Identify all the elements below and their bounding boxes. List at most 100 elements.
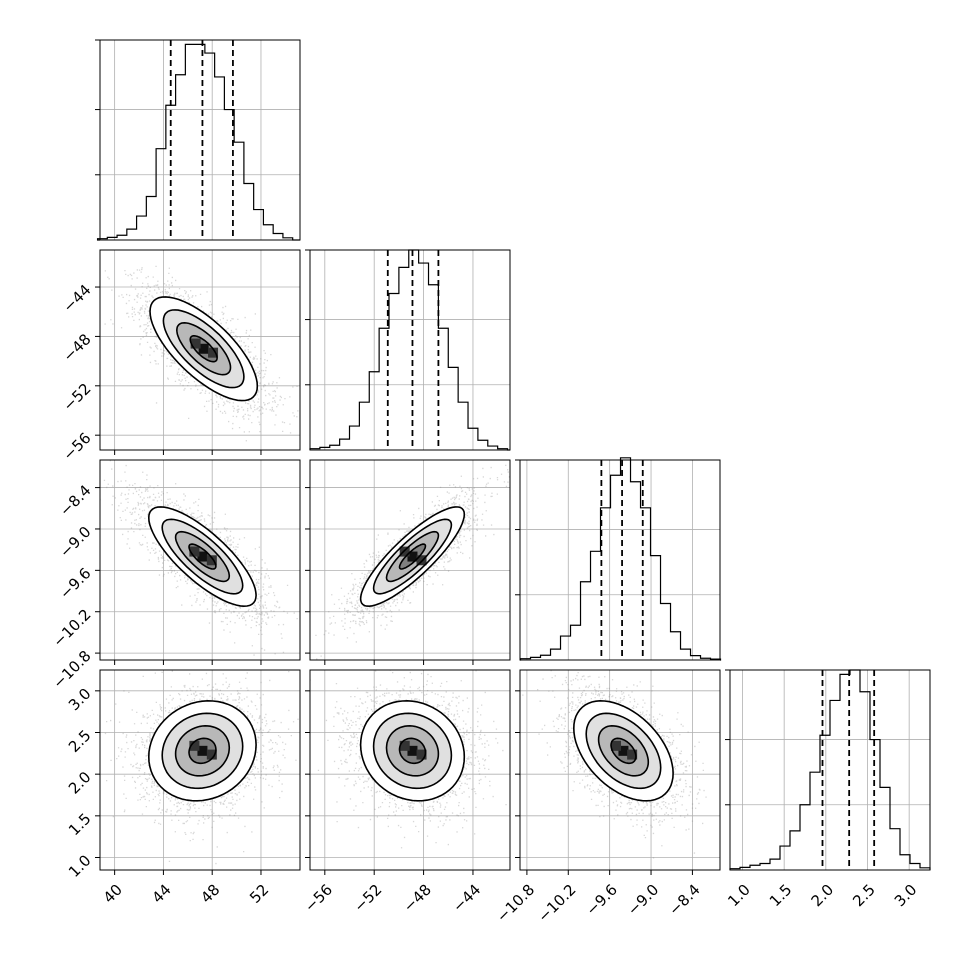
x-tick-label: 52 bbox=[246, 881, 272, 907]
x-tick-label: −10.8 bbox=[493, 881, 538, 926]
axes-frame bbox=[309, 249, 511, 451]
y-tick-label: −9.0 bbox=[56, 523, 94, 561]
contour-line bbox=[359, 506, 466, 608]
contour-line bbox=[372, 518, 453, 595]
contour-line bbox=[398, 737, 427, 765]
hist-step-2 bbox=[519, 457, 722, 661]
density-peak bbox=[208, 347, 219, 358]
hist-panel-0 bbox=[95, 39, 301, 241]
contour-line bbox=[385, 530, 440, 583]
pair-panel-3-0 bbox=[95, 669, 301, 875]
density-peak bbox=[407, 745, 418, 756]
contour-line bbox=[174, 724, 231, 777]
x-tick-label: 1.5 bbox=[766, 881, 796, 911]
density-peak bbox=[206, 555, 217, 566]
hist-step-3 bbox=[729, 669, 931, 870]
pair-panel-2-1 bbox=[305, 459, 511, 665]
density-peak bbox=[618, 745, 629, 756]
y-tick-label: 3.0 bbox=[65, 685, 95, 715]
scatter-points bbox=[100, 460, 298, 656]
density-peak bbox=[627, 749, 638, 760]
x-tick-label: −44 bbox=[449, 881, 484, 916]
contour-line bbox=[188, 737, 217, 765]
density-peak bbox=[611, 740, 621, 751]
contour-line bbox=[162, 309, 245, 389]
axes-frame bbox=[309, 669, 511, 871]
pair-panel-3-1 bbox=[305, 669, 511, 875]
x-tick-label: 3.0 bbox=[891, 881, 921, 911]
contour-line bbox=[147, 699, 257, 802]
axes-frame bbox=[519, 459, 721, 661]
x-tick-label: 40 bbox=[100, 881, 126, 907]
contour-line bbox=[189, 335, 218, 363]
y-tick-label: −44 bbox=[59, 281, 94, 316]
hist-panel-2 bbox=[515, 457, 722, 661]
hist-panel-1 bbox=[305, 249, 511, 451]
contour-line bbox=[175, 321, 232, 376]
pair-panel-3-2 bbox=[515, 669, 721, 875]
hist-step-0 bbox=[96, 43, 300, 241]
x-tick-label: 44 bbox=[148, 881, 174, 907]
x-tick-label: −10.2 bbox=[534, 881, 579, 926]
density-peak bbox=[407, 551, 418, 562]
axes-frame bbox=[99, 459, 301, 661]
density-peak bbox=[189, 546, 200, 557]
pair-panel-2-0 bbox=[95, 459, 301, 665]
axes-frame bbox=[99, 669, 301, 871]
axes-frame bbox=[519, 669, 721, 871]
contour-line bbox=[161, 712, 244, 790]
x-tick-label: −9.0 bbox=[624, 881, 662, 919]
y-tick-label: −52 bbox=[59, 380, 94, 415]
axes-frame bbox=[309, 459, 511, 661]
density-peak bbox=[197, 551, 208, 562]
density-peak bbox=[197, 745, 208, 756]
axes-frame bbox=[99, 249, 301, 451]
y-tick-label: 1.0 bbox=[65, 851, 95, 881]
contour-line bbox=[149, 296, 259, 402]
density-peak bbox=[416, 749, 427, 760]
contour-line bbox=[398, 543, 427, 570]
y-tick-label: −10.8 bbox=[49, 647, 94, 692]
x-tick-label: −56 bbox=[301, 881, 336, 916]
contour-line bbox=[372, 712, 453, 790]
y-tick-label: −8.4 bbox=[56, 481, 94, 519]
contour-line bbox=[572, 699, 674, 802]
density-peak bbox=[206, 749, 217, 760]
density-peak bbox=[416, 555, 427, 566]
x-tick-label: −8.4 bbox=[665, 881, 703, 919]
y-tick-label: −48 bbox=[59, 330, 94, 365]
y-tick-label: −10.2 bbox=[49, 606, 94, 651]
contour-line bbox=[161, 518, 244, 595]
pair-panel-1-0 bbox=[95, 249, 301, 455]
contour-line bbox=[188, 543, 217, 570]
contour-line bbox=[385, 724, 440, 777]
hist-panel-3 bbox=[725, 669, 931, 871]
contour-line bbox=[174, 530, 231, 583]
density-peak bbox=[399, 740, 410, 751]
contour-line bbox=[147, 506, 257, 608]
x-tick-label: 48 bbox=[197, 881, 223, 907]
x-tick-label: −48 bbox=[400, 881, 435, 916]
contour-line bbox=[597, 724, 650, 777]
y-tick-label: −56 bbox=[59, 429, 94, 464]
density-peak bbox=[198, 343, 209, 354]
axes-frame bbox=[99, 39, 301, 241]
y-tick-label: 1.5 bbox=[65, 810, 95, 840]
y-tick-label: −9.6 bbox=[56, 564, 94, 602]
density-peak bbox=[189, 740, 200, 751]
axes-frame bbox=[729, 669, 931, 871]
contour-line bbox=[610, 737, 637, 765]
contour-line bbox=[359, 699, 466, 802]
density-peak bbox=[190, 338, 201, 349]
x-tick-label: −9.6 bbox=[582, 881, 620, 919]
hist-step-1 bbox=[309, 249, 510, 451]
density-peak bbox=[399, 546, 410, 557]
contour-line bbox=[585, 712, 662, 790]
x-tick-label: 2.0 bbox=[808, 881, 838, 911]
x-tick-label: 1.0 bbox=[724, 881, 754, 911]
x-tick-label: −52 bbox=[350, 881, 385, 916]
y-tick-label: 2.5 bbox=[65, 726, 95, 756]
x-tick-label: 2.5 bbox=[849, 881, 879, 911]
y-tick-label: 2.0 bbox=[65, 768, 95, 798]
